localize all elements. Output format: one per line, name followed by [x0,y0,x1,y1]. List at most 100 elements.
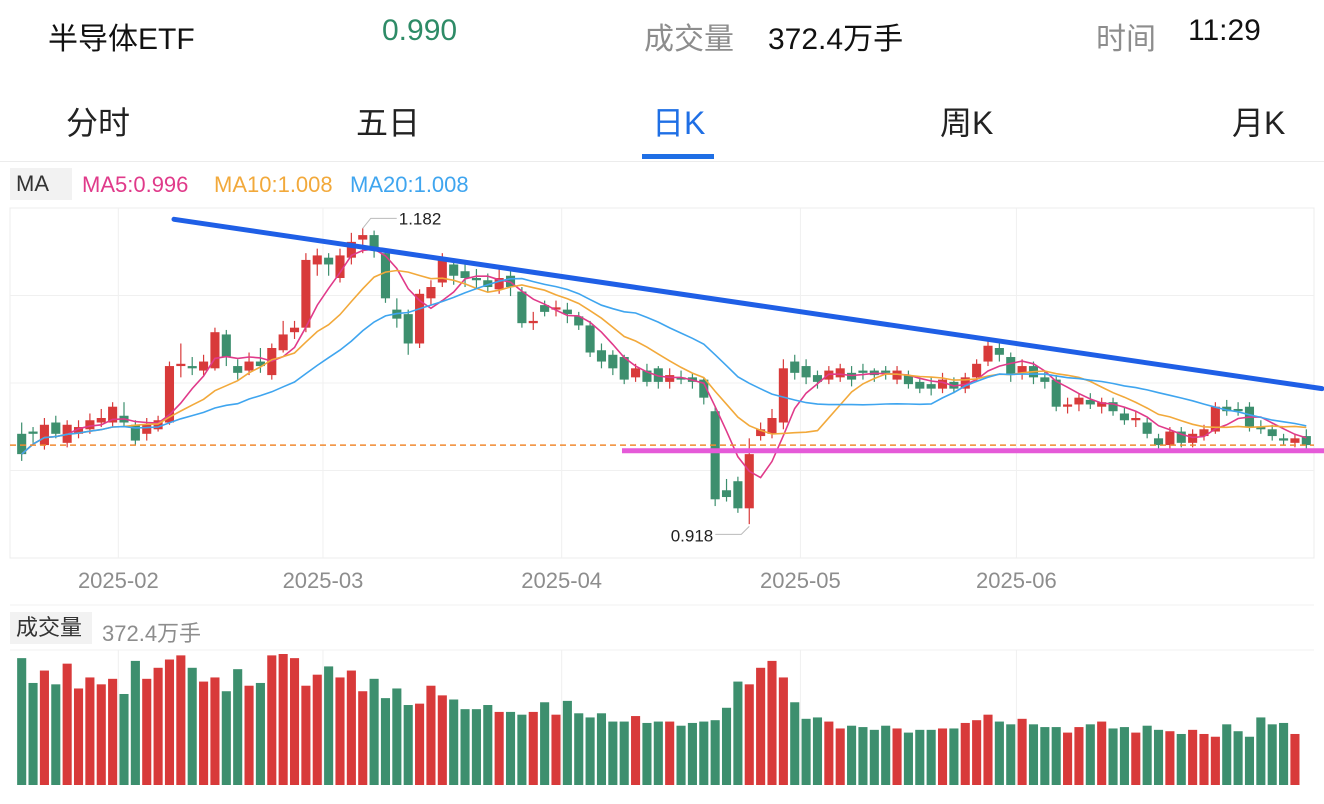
volume-bar [903,732,913,785]
candle-body [108,406,118,423]
candle-body [937,379,948,389]
period-tabs: 分时 五日 日K 周K 月K [0,88,1324,160]
volume-bar [471,709,481,785]
candle-body [51,422,61,434]
candle-body [767,418,777,434]
volume-bar [62,663,72,785]
volume-bar [17,658,27,785]
ma-tag[interactable]: MA [10,168,72,200]
volume-bar [858,727,868,785]
candle-body [494,278,504,290]
volume-bar [221,691,231,785]
candle-body [756,429,766,437]
volume-bar [881,725,891,785]
tab-intraday[interactable]: 分时 [66,105,131,141]
ma5-value: MA5:0.996 [82,172,189,197]
volume-bar [39,670,49,785]
volume-bar [949,728,959,785]
high-label: 1.182 [399,209,442,228]
volume-bar [756,667,766,785]
volume-bar [744,684,754,785]
candle-body [346,241,356,258]
volume-bar [619,721,629,785]
candle-body [778,368,788,423]
volume-bar [676,725,686,785]
volume-bar [608,721,618,785]
volume-bar [73,688,84,785]
candle-body [426,287,436,299]
volume-bar [1006,724,1016,785]
ma5-line [21,248,1307,479]
volume-panel-value: 372.4万手 [102,621,202,646]
tab-weekly-k[interactable]: 周K [940,105,994,141]
volume-bar [1153,729,1164,785]
candle-body [994,348,1004,355]
volume-bar [153,667,163,785]
volume-bar [449,699,459,785]
tab-five-day[interactable]: 五日 [356,105,421,141]
candle-body [1142,422,1152,434]
candle-body [1188,433,1198,443]
time-value: 11:29 [1188,14,1261,47]
volume-tag[interactable]: 成交量 [10,612,92,644]
last-price: 0.990 [382,14,458,47]
candle-body [1290,438,1300,443]
volume-bar [1017,718,1027,785]
volume-bar [665,721,675,785]
tab-daily-k[interactable]: 日K [652,105,706,141]
volume-bar [1131,732,1141,785]
volume-bar [1210,736,1220,785]
volume-bars [17,654,1300,785]
candle-body [551,307,561,310]
candle-body [210,332,220,369]
candle-body [403,314,413,344]
candle-body [1256,427,1266,430]
volume-bar [494,711,504,785]
candle-body [1199,429,1209,437]
candle-body [176,363,186,367]
candle-body [699,379,709,398]
volume-bar [596,713,607,785]
candle-body [312,255,322,265]
candle-body [85,420,95,430]
candle-body [449,264,459,276]
volume-bar [824,721,834,785]
candle-body [1279,438,1289,441]
candle-body [301,259,311,328]
volume-bar [210,677,220,785]
candle-body [130,424,140,441]
volume-bar [176,655,186,785]
tab-monthly-k[interactable]: 月K [1232,105,1286,141]
volume-bar [380,698,391,785]
volume-bar [960,722,970,785]
volume-value: 372.4万手 [768,23,904,56]
volume-bar [699,721,709,785]
volume-bar [187,667,197,785]
price-annotations: 1.182 0.918 [362,209,750,545]
candle-body [335,255,345,278]
volume-bar [994,721,1004,785]
volume-bar [403,705,413,785]
candle-body [358,235,368,240]
resistance-trendline [171,216,1324,392]
volume-bar [233,669,243,785]
candle-body [517,291,527,324]
candle-body [483,280,493,288]
volume-bar [937,728,948,785]
divider [0,161,1324,162]
candle-body [164,366,175,423]
volume-bar [483,705,493,785]
candle-body [892,370,902,380]
volume-bar [1119,727,1129,785]
x-axis-ticks: 2025-02 2025-03 2025-04 2025-05 2025-06 [78,208,1057,785]
volume-bar [972,720,982,785]
volume-bar [255,682,265,785]
drawn-lines [10,216,1324,454]
candle-body [1176,431,1186,443]
volume-bar [1142,725,1152,785]
volume-bar [96,684,106,785]
candle-body [289,327,300,333]
volume-bar [324,666,334,785]
candle-body [926,384,936,389]
